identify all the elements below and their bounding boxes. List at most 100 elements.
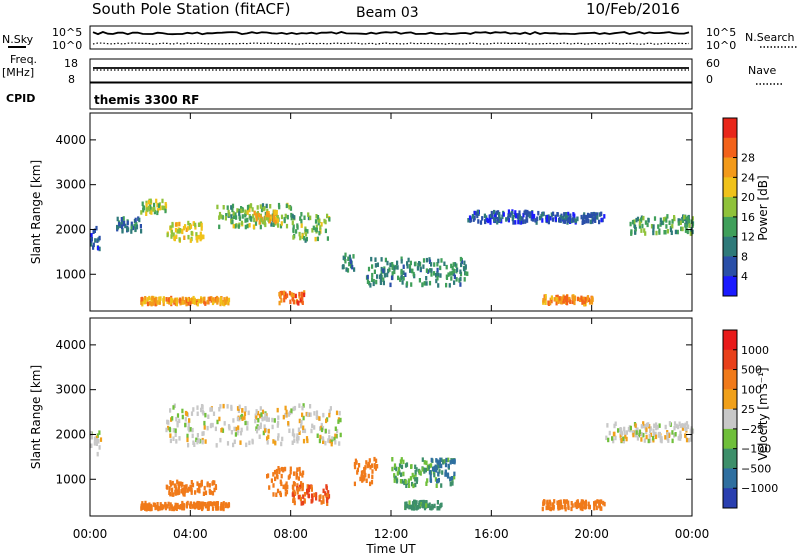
echo-cell [451, 481, 454, 486]
echo-cell [582, 296, 585, 302]
echo-cell [649, 426, 652, 431]
echo-cell [473, 210, 476, 216]
echo-cell [196, 301, 199, 307]
echo-cell [193, 504, 197, 510]
echo-cell [282, 414, 285, 420]
echo-cell [187, 220, 190, 226]
echo-cell [311, 228, 314, 233]
echo-cell [273, 210, 277, 216]
echo-cell [162, 301, 165, 307]
echo-cell [241, 207, 244, 212]
echo-cell [330, 441, 333, 447]
echo-cell [673, 433, 676, 438]
echo-cell [425, 268, 428, 273]
echo-cell [279, 293, 282, 298]
echo-cell [596, 215, 599, 220]
power-colorbar: 4 8 12 16 20 24 28 [722, 117, 755, 297]
echo-cell [507, 216, 510, 221]
echo-cell [634, 423, 637, 428]
echo-cell [563, 212, 566, 217]
echo-cell [405, 281, 409, 286]
echo-cell [419, 266, 422, 271]
echo-cell [271, 424, 274, 430]
echo-cell [587, 501, 590, 507]
echo-cell [400, 259, 403, 264]
echo-cell [315, 214, 318, 219]
echo-cell [600, 499, 603, 504]
echo-cell [175, 416, 178, 422]
echo-cell [191, 427, 194, 433]
echo-cell [421, 282, 424, 287]
echo-cell [274, 216, 277, 222]
echo-cell [435, 278, 438, 284]
echo-cell [172, 405, 175, 410]
echo-cell [631, 219, 635, 225]
echo-cell [397, 466, 401, 472]
echo-cell [211, 491, 215, 496]
echo-cell [539, 215, 542, 221]
echo-cell [116, 216, 119, 222]
echo-cell [150, 210, 153, 215]
echo-cell [406, 264, 409, 269]
echo-cell [267, 417, 270, 422]
echo-cell [237, 406, 240, 411]
echo-cell [169, 482, 173, 487]
echo-cell [319, 225, 322, 230]
echo-cell [203, 299, 206, 305]
echo-cell [414, 472, 417, 477]
echo-cell [271, 417, 274, 423]
echo-cell [291, 292, 294, 298]
echo-cell [483, 213, 486, 219]
echo-cell [415, 467, 418, 472]
echo-cell [193, 300, 196, 305]
echo-cell [255, 415, 258, 420]
echo-cell [619, 433, 622, 438]
echo-cell [446, 472, 449, 477]
echo-cell [159, 205, 162, 211]
y-tick-label: 4000 [55, 133, 86, 147]
echo-cell [280, 473, 283, 479]
echo-cell [324, 491, 327, 496]
power-heatmap [90, 198, 695, 307]
echo-cell [602, 500, 605, 506]
echo-cell [168, 486, 171, 491]
echo-cell [174, 222, 178, 227]
echo-cell [575, 504, 578, 510]
echo-cell [371, 272, 374, 278]
echo-cell [364, 472, 367, 478]
echo-cell [598, 219, 601, 225]
echo-cell [284, 483, 287, 489]
echo-cell [294, 293, 297, 299]
echo-cell [240, 413, 244, 419]
colorbar-frame [722, 329, 738, 509]
echo-cell [244, 420, 247, 426]
echo-cell [228, 212, 231, 217]
echo-cell [215, 443, 218, 448]
echo-cell [297, 494, 300, 500]
echo-cell [290, 212, 293, 218]
echo-cell [369, 283, 372, 288]
echo-cell [642, 421, 645, 426]
echo-cell [292, 498, 295, 503]
echo-cell [476, 213, 479, 219]
echo-cell [255, 217, 258, 222]
echo-cell [437, 471, 440, 477]
echo-cell [146, 297, 149, 302]
echo-cell [231, 203, 235, 209]
echo-cell [685, 421, 689, 426]
echo-cell [116, 225, 120, 230]
echo-cell [256, 205, 259, 210]
echo-cell [304, 238, 307, 243]
echo-cell [540, 213, 543, 219]
echo-cell [182, 505, 186, 511]
echo-cell [356, 470, 359, 475]
echo-cell [227, 300, 230, 306]
echo-cell [590, 213, 593, 219]
echo-cell [423, 460, 426, 465]
echo-cell [224, 300, 227, 305]
echo-cell [452, 262, 455, 267]
echo-cell [418, 261, 421, 266]
echo-cell [298, 291, 301, 297]
echo-cell [689, 231, 692, 236]
echo-cell [437, 460, 440, 466]
